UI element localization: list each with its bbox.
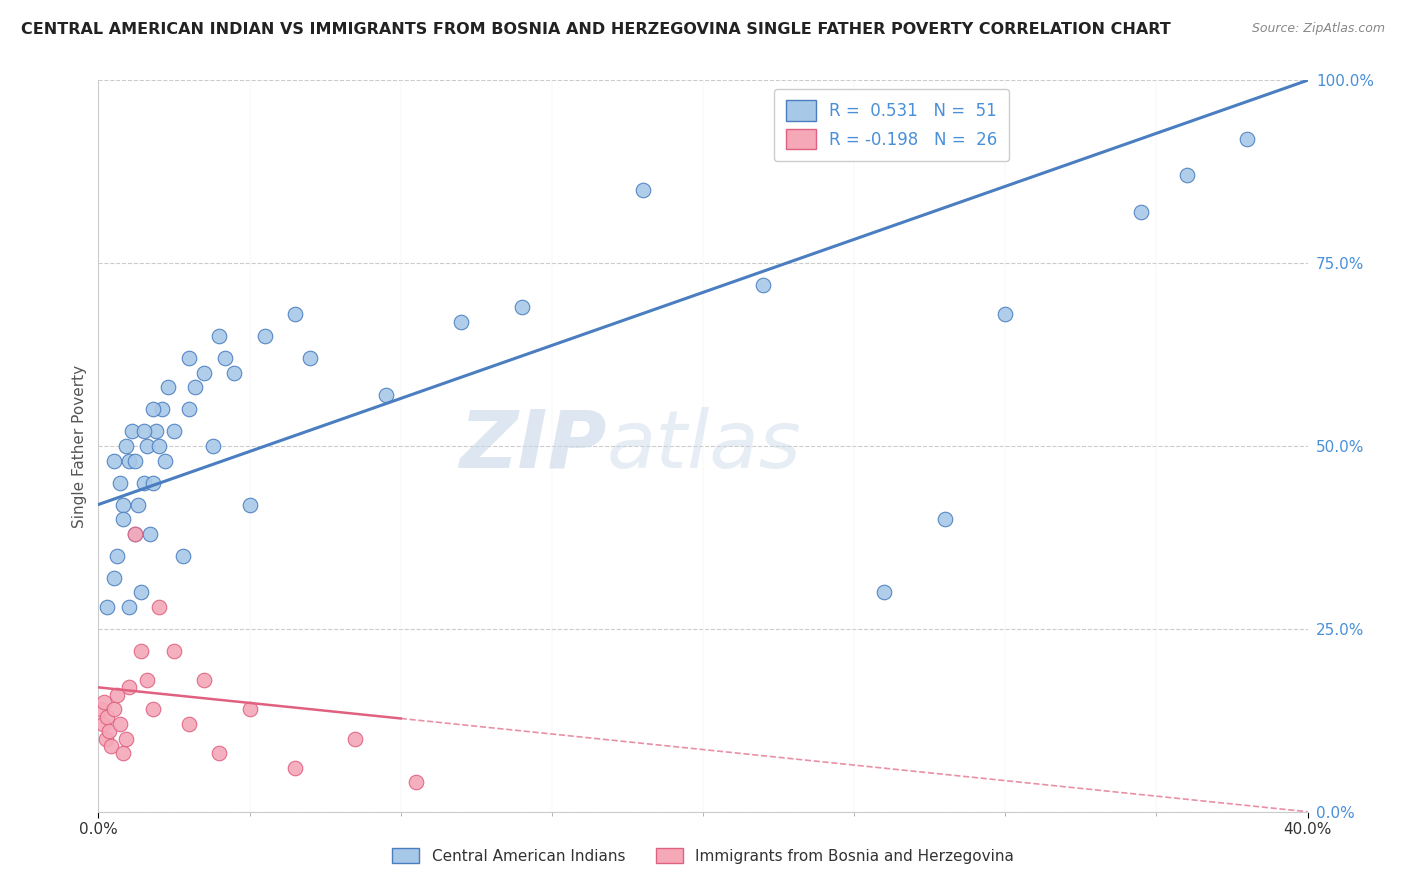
Point	[135, 439, 157, 453]
Point	[103, 453, 125, 467]
Point	[934, 512, 956, 526]
Point	[108, 717, 131, 731]
Point	[129, 585, 152, 599]
Point	[994, 307, 1017, 321]
Point	[208, 746, 231, 760]
Text: ZIP: ZIP	[458, 407, 606, 485]
Point	[103, 571, 125, 585]
Point	[105, 549, 128, 563]
Point	[114, 439, 136, 453]
Point	[135, 673, 157, 687]
Point	[94, 731, 117, 746]
Point	[132, 425, 155, 439]
Point	[103, 702, 125, 716]
Point	[124, 526, 146, 541]
Point	[142, 402, 165, 417]
Point	[1236, 132, 1258, 146]
Point	[127, 498, 149, 512]
Legend: Central American Indians, Immigrants from Bosnia and Herzegovina: Central American Indians, Immigrants fro…	[385, 842, 1021, 870]
Point	[344, 731, 367, 746]
Point	[96, 709, 118, 723]
Point	[142, 702, 165, 716]
Point	[124, 526, 146, 541]
Point	[118, 453, 141, 467]
Point	[450, 315, 472, 329]
Point	[179, 402, 201, 417]
Point	[239, 702, 262, 716]
Text: Source: ZipAtlas.com: Source: ZipAtlas.com	[1251, 22, 1385, 36]
Point	[179, 351, 201, 366]
Point	[118, 681, 141, 695]
Point	[142, 475, 165, 490]
Point	[156, 380, 179, 394]
Point	[224, 366, 246, 380]
Point	[105, 688, 128, 702]
Point	[631, 183, 654, 197]
Point	[239, 498, 262, 512]
Point	[214, 351, 236, 366]
Point	[1130, 205, 1153, 219]
Point	[129, 644, 152, 658]
Point	[193, 366, 215, 380]
Point	[752, 278, 775, 293]
Point	[153, 453, 176, 467]
Point	[1175, 169, 1198, 183]
Point	[405, 775, 427, 789]
Point	[150, 402, 173, 417]
Point	[208, 329, 231, 343]
Point	[96, 599, 118, 614]
Point	[111, 498, 134, 512]
Point	[172, 549, 194, 563]
Point	[253, 329, 276, 343]
Point	[184, 380, 207, 394]
Point	[121, 425, 143, 439]
Point	[374, 388, 396, 402]
Point	[91, 717, 114, 731]
Point	[873, 585, 896, 599]
Point	[145, 425, 167, 439]
Point	[118, 599, 141, 614]
Point	[163, 425, 186, 439]
Point	[93, 695, 115, 709]
Point	[299, 351, 322, 366]
Point	[148, 599, 170, 614]
Point	[98, 724, 121, 739]
Point	[148, 439, 170, 453]
Point	[179, 717, 201, 731]
Point	[108, 475, 131, 490]
Point	[202, 439, 225, 453]
Point	[132, 475, 155, 490]
Point	[510, 300, 533, 314]
Point	[163, 644, 186, 658]
Point	[100, 739, 122, 753]
Point	[139, 526, 162, 541]
Point	[90, 702, 112, 716]
Text: atlas: atlas	[606, 407, 801, 485]
Point	[284, 307, 307, 321]
Point	[114, 731, 136, 746]
Text: CENTRAL AMERICAN INDIAN VS IMMIGRANTS FROM BOSNIA AND HERZEGOVINA SINGLE FATHER : CENTRAL AMERICAN INDIAN VS IMMIGRANTS FR…	[21, 22, 1171, 37]
Point	[111, 512, 134, 526]
Point	[284, 761, 307, 775]
Point	[124, 453, 146, 467]
Point	[111, 746, 134, 760]
Point	[193, 673, 215, 687]
Y-axis label: Single Father Poverty: Single Father Poverty	[72, 365, 87, 527]
